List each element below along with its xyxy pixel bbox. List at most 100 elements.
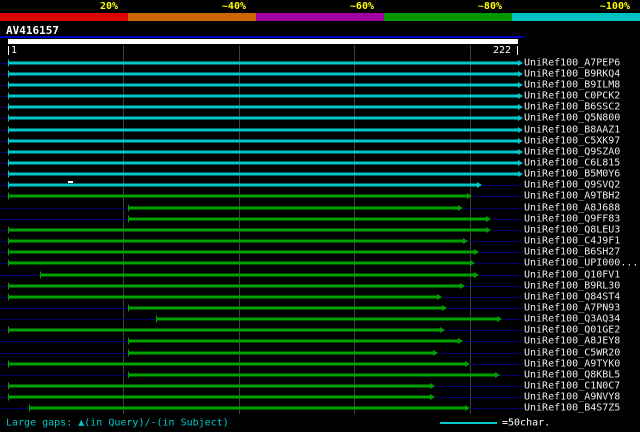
hit-label[interactable]: UniRef100_B8AAZ1 [524, 124, 621, 136]
hit-bar[interactable] [8, 139, 518, 143]
hit-bar[interactable] [8, 395, 431, 399]
hit-label[interactable]: UniRef100_A8JEY8 [524, 335, 621, 347]
hit-bar[interactable] [155, 317, 498, 321]
hit-bar[interactable] [8, 183, 477, 187]
hit-bar[interactable] [8, 161, 518, 165]
hit-bar[interactable] [8, 328, 440, 332]
hit-row: UniRef100_Q9SVQ2 [0, 180, 640, 191]
hit-bar[interactable] [8, 83, 518, 87]
scale-bar-line [440, 422, 497, 424]
hit-row: UniRef100_Q9FF83 [0, 213, 640, 224]
hit-label[interactable]: UniRef100_B5M0Y6 [524, 168, 621, 180]
hit-label[interactable]: UniRef100_B6SH27 [524, 246, 621, 258]
hit-bar[interactable] [128, 217, 486, 221]
hit-bar-arrowhead [518, 171, 523, 178]
hit-row: UniRef100_Q84ST4 [0, 291, 640, 302]
ruler-start-label: 1 [11, 45, 18, 56]
hit-row: UniRef100_B9ILM8 [0, 79, 640, 90]
hit-bar[interactable] [8, 172, 518, 176]
hit-row: UniRef100_Q9SZA0 [0, 146, 640, 157]
hit-label[interactable]: UniRef100_A7PEP6 [524, 57, 621, 69]
hit-bar-arrowhead [485, 215, 491, 222]
hit-row: UniRef100_A7PN93 [0, 302, 640, 314]
hit-row: UniRef100_B4S7Z5 [0, 403, 640, 414]
hit-bar-arrowhead [497, 316, 503, 323]
hit-bar[interactable] [40, 273, 475, 277]
hit-bar[interactable] [8, 228, 486, 232]
hit-bar[interactable] [128, 373, 495, 377]
hit-label[interactable]: UniRef100_Q10FV1 [524, 269, 621, 281]
identity-key-labels: 20% ~40% ~60% ~80% ~100% [0, 1, 640, 12]
hit-bar-arrowhead [460, 282, 466, 289]
hit-bar[interactable] [128, 206, 458, 210]
hit-bar[interactable] [8, 362, 465, 366]
hit-bar[interactable] [8, 261, 470, 265]
hit-row: UniRef100_A8J688 [0, 202, 640, 213]
hit-bar-arrowhead [439, 327, 445, 334]
hit-bar[interactable] [8, 116, 518, 120]
hit-bar[interactable] [128, 306, 442, 310]
hit-bar[interactable] [8, 284, 461, 288]
ruler-tick-end [517, 46, 518, 55]
ruler-tick-start [8, 46, 9, 55]
hit-bar[interactable] [8, 295, 438, 299]
hit-label[interactable]: UniRef100_C4J9F1 [524, 235, 621, 247]
hit-row: UniRef100_B9RL30 [0, 280, 640, 291]
hit-bar-arrowhead [518, 104, 523, 111]
hit-label[interactable]: UniRef100_A8J688 [524, 202, 621, 214]
hit-bar-arrowhead [518, 126, 523, 133]
hit-label[interactable]: UniRef100_C0PCK2 [524, 90, 621, 102]
hit-label[interactable]: UniRef100_A7PN93 [524, 302, 621, 314]
hit-label[interactable]: UniRef100_Q8KBL5 [524, 369, 621, 381]
hit-label[interactable]: UniRef100_B4S7Z5 [524, 402, 621, 414]
hit-bar[interactable] [8, 250, 475, 254]
hit-bar[interactable] [8, 194, 468, 198]
identity-key-label: ~80% [477, 1, 502, 12]
identity-key-segment [256, 13, 384, 21]
hit-bar[interactable] [8, 150, 518, 154]
hit-bar-arrowhead [474, 249, 480, 256]
hit-bar[interactable] [128, 339, 458, 343]
hit-label[interactable]: UniRef100_Q9SVQ2 [524, 179, 621, 191]
hit-bar[interactable] [28, 406, 465, 410]
subject-gap-dash [68, 181, 73, 184]
hit-label[interactable]: UniRef100_A9NVY8 [524, 391, 621, 403]
hit-label[interactable]: UniRef100_B9ILM8 [524, 79, 621, 91]
hit-bar[interactable] [8, 61, 518, 65]
hit-bar-arrowhead [518, 59, 523, 66]
hit-label[interactable]: UniRef100_Q9FF83 [524, 213, 621, 225]
hit-bar[interactable] [8, 384, 431, 388]
hit-bar-arrowhead [458, 204, 463, 211]
ruler: 1 222 [0, 45, 640, 56]
hit-label[interactable]: UniRef100_C5WR20 [524, 347, 621, 359]
hit-label[interactable]: UniRef100_Q8LEU3 [524, 224, 621, 236]
hit-bar[interactable] [8, 128, 518, 132]
hit-label[interactable]: UniRef100_Q84ST4 [524, 291, 621, 303]
hit-label[interactable]: UniRef100_Q01GE2 [524, 324, 621, 336]
hit-bar[interactable] [8, 72, 518, 76]
hit-bar-arrowhead [437, 293, 443, 300]
hit-bar[interactable] [8, 239, 463, 243]
hit-label[interactable]: UniRef100_C5XK97 [524, 135, 621, 147]
hit-bar[interactable] [128, 351, 433, 355]
hit-row: UniRef100_Q3AQ34 [0, 314, 640, 325]
hit-label[interactable]: UniRef100_B9RL30 [524, 280, 621, 292]
hit-label[interactable]: UniRef100_UPI000... [524, 257, 639, 269]
hit-row: UniRef100_Q01GE2 [0, 325, 640, 336]
hit-label[interactable]: UniRef100_A9TYK0 [524, 358, 621, 370]
hit-row: UniRef100_B6SSC2 [0, 102, 640, 113]
hit-label[interactable]: UniRef100_B6SSC2 [524, 101, 621, 113]
hit-label[interactable]: UniRef100_A9TBH2 [524, 190, 621, 202]
hit-label[interactable]: UniRef100_Q9SZA0 [524, 146, 621, 158]
query-name: AV416157 [6, 24, 59, 37]
hit-label[interactable]: UniRef100_Q3AQ34 [524, 313, 621, 325]
hit-bar[interactable] [8, 94, 518, 98]
hit-label[interactable]: UniRef100_B9RKQ4 [524, 68, 621, 80]
hit-bar-arrowhead [430, 394, 436, 401]
hit-bar[interactable] [8, 105, 518, 109]
hit-label[interactable]: UniRef100_Q5N800 [524, 112, 621, 124]
hit-label[interactable]: UniRef100_C6L815 [524, 157, 621, 169]
hit-label[interactable]: UniRef100_C1N0C7 [524, 380, 621, 392]
hit-row: UniRef100_A7PEP6 [0, 57, 640, 68]
identity-key-segment [128, 13, 256, 21]
